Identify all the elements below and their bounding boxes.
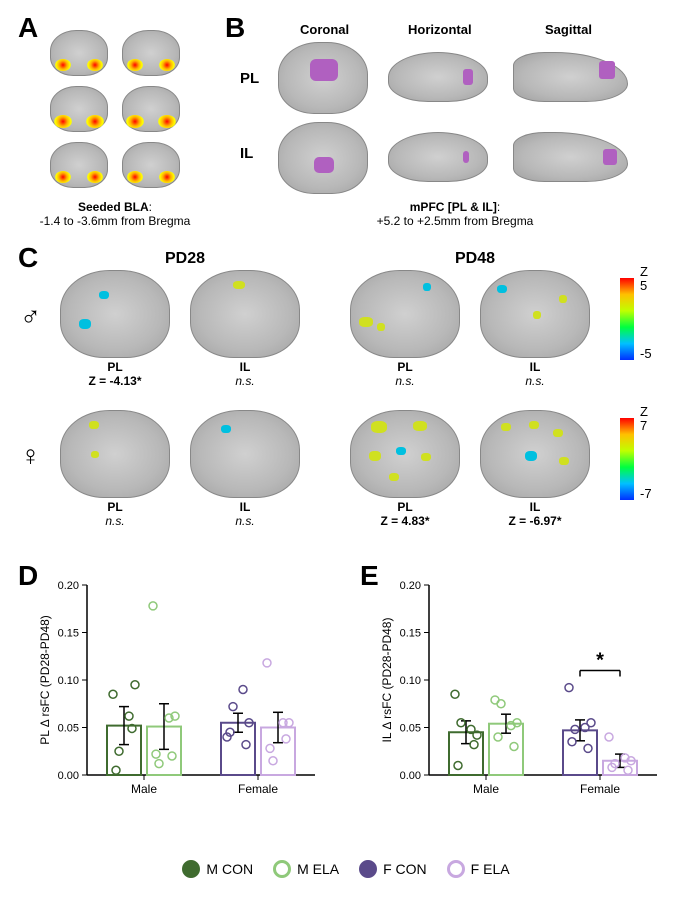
panel-b-label: B (225, 12, 245, 44)
svg-text:0.20: 0.20 (400, 580, 421, 592)
male-symbol: ♂ (20, 300, 41, 332)
svg-text:Male: Male (131, 782, 157, 796)
panel-a-brains (50, 30, 180, 188)
legend-item: F ELA (447, 860, 510, 878)
c-col-pd48: PD48 (455, 250, 495, 268)
panel-a-label: A (18, 12, 38, 44)
b-header-horizontal: Horizontal (408, 22, 472, 37)
b-row-il: IL (240, 145, 253, 162)
svg-text:0.00: 0.00 (400, 770, 421, 782)
legend-item: M ELA (273, 860, 339, 878)
svg-text:0.05: 0.05 (58, 723, 79, 735)
legend-item: F CON (359, 860, 427, 878)
svg-text:IL Δ rsFC (PD28-PD48): IL Δ rsFC (PD28-PD48) (380, 618, 394, 743)
c-col-pd28: PD28 (165, 250, 205, 268)
svg-text:PL Δ rsFC (PD28-PD48): PL Δ rsFC (PD28-PD48) (38, 615, 52, 745)
panel-c-label: C (18, 242, 38, 274)
svg-text:0.10: 0.10 (400, 675, 421, 687)
svg-text:0.15: 0.15 (400, 628, 421, 640)
panel-e-label: E (360, 560, 379, 592)
b-row-pl: PL (240, 70, 259, 87)
legend-item: M CON (182, 860, 253, 878)
colorbar-female: Z 7 -7 (620, 418, 634, 505)
svg-text:Female: Female (580, 782, 620, 796)
panel-b-caption: mPFC [PL & IL]: +5.2 to +2.5mm from Breg… (340, 200, 570, 228)
svg-text:0.15: 0.15 (58, 628, 79, 640)
female-symbol: ♀ (20, 440, 41, 472)
svg-text:0.00: 0.00 (58, 770, 79, 782)
svg-text:Female: Female (238, 782, 278, 796)
svg-text:0.10: 0.10 (58, 675, 79, 687)
svg-text:0.20: 0.20 (58, 580, 79, 592)
svg-text:*: * (596, 650, 604, 672)
legend: M CON M ELA F CON F ELA (0, 860, 692, 881)
svg-text:Male: Male (473, 782, 499, 796)
panel-a-caption: Seeded BLA: -1.4 to -3.6mm from Bregma (30, 200, 200, 228)
svg-text:0.05: 0.05 (400, 723, 421, 735)
b-header-sagittal: Sagittal (545, 22, 592, 37)
colorbar-male: Z 5 -5 (620, 278, 634, 365)
chart-d: 0.00 0.05 0.10 0.15 0.20 PL Δ rsFC (PD28-PD48… (35, 575, 325, 815)
b-header-coronal: Coronal (300, 22, 349, 37)
chart-e: 0.00 0.05 0.10 0.15 0.20 IL Δ rsFC (PD28-PD48… (377, 575, 667, 815)
